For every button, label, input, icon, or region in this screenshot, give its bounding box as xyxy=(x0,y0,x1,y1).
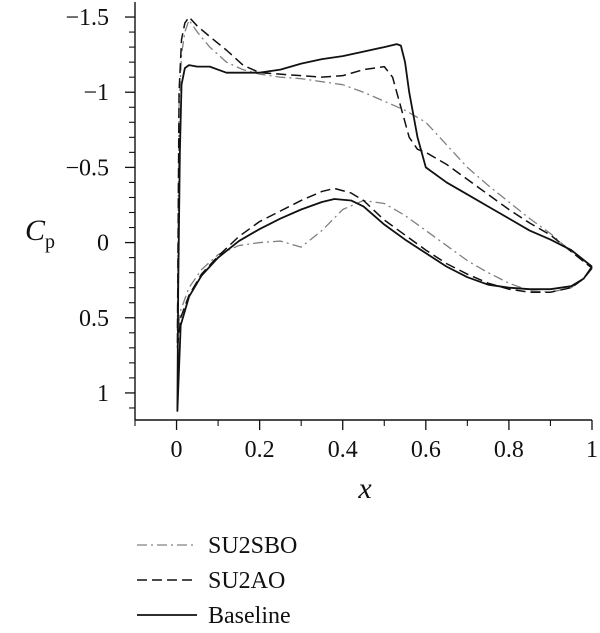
x-tick-label: 0 xyxy=(171,437,183,463)
y-tick-label: 1 xyxy=(97,381,109,407)
series-layer xyxy=(176,16,593,412)
x-tick-label: 0.2 xyxy=(245,437,275,463)
legend-label-baseline: Baseline xyxy=(208,603,291,629)
x-tick-label: 1 xyxy=(586,437,598,463)
legend-label-su2ao: SU2AO xyxy=(208,568,285,594)
x-axis-label: x xyxy=(357,472,372,505)
legend: SU2SBO SU2AO Baseline xyxy=(137,533,297,629)
series-line-su2ao xyxy=(176,16,593,349)
y-axis-label-subscript: p xyxy=(45,231,55,253)
y-tick-label: −1.5 xyxy=(65,5,109,31)
x-tick-label: 0.4 xyxy=(328,437,358,463)
series-line-baseline xyxy=(176,43,593,412)
y-tick-label: 0.5 xyxy=(79,306,109,332)
x-tick-label: 0.8 xyxy=(494,437,524,463)
y-tick-label: −0.5 xyxy=(65,155,109,181)
y-tick-label: 0 xyxy=(97,231,109,257)
y-tick-label: −1 xyxy=(83,80,109,106)
series-line-su2sbo xyxy=(176,19,593,334)
x-tick-label: 0.6 xyxy=(411,437,441,463)
y-axis-label-main: C xyxy=(25,214,46,247)
y-axis-label: Cp xyxy=(25,214,55,253)
legend-label-su2sbo: SU2SBO xyxy=(208,533,297,559)
ticks: 0 0.2 0.4 0.6 0.8 1 −1.5 −1 −0.5 0 0.5 1 xyxy=(65,5,598,463)
axes xyxy=(134,2,592,421)
